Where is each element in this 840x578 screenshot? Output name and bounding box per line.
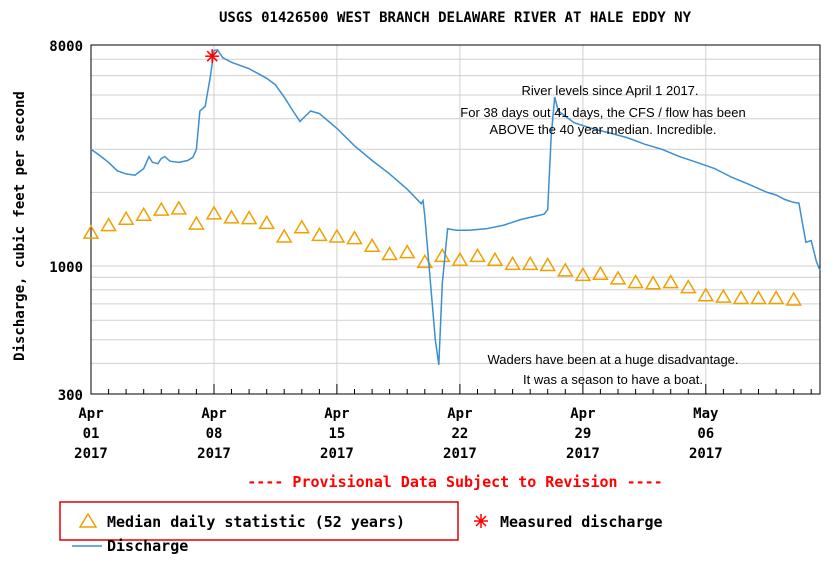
x-tick-label: Apr bbox=[447, 406, 472, 422]
x-tick-label: Apr bbox=[570, 406, 595, 422]
median-triangle bbox=[752, 292, 766, 304]
discharge-chart: USGS 01426500 WEST BRANCH DELAWARE RIVER… bbox=[0, 0, 840, 578]
x-tick-label: 06 bbox=[697, 426, 714, 442]
y-tick-label-bottom: 300 bbox=[58, 388, 83, 404]
legend: Median daily statistic (52 years) Measur… bbox=[60, 502, 663, 555]
median-triangle bbox=[769, 292, 783, 304]
median-triangle bbox=[348, 232, 362, 244]
median-triangle bbox=[260, 216, 274, 228]
legend-asterisk-icon bbox=[474, 514, 488, 528]
median-triangle bbox=[383, 248, 397, 260]
median-triangle bbox=[506, 257, 520, 269]
x-tick-label: 2017 bbox=[320, 446, 354, 462]
x-tick-label: May bbox=[693, 406, 719, 422]
median-triangle bbox=[541, 259, 555, 271]
annotation-line-1: River levels since April 1 2017. bbox=[521, 83, 698, 98]
median-triangle bbox=[716, 290, 730, 302]
median-triangle bbox=[312, 228, 326, 240]
median-triangle bbox=[242, 212, 256, 224]
grid bbox=[91, 45, 820, 394]
median-triangle bbox=[681, 281, 695, 293]
x-tick-label: 2017 bbox=[443, 446, 477, 462]
annotation-line-5: It was a season to have a boat. bbox=[523, 372, 703, 387]
provisional-notice: ---- Provisional Data Subject to Revisio… bbox=[247, 473, 662, 491]
x-tick-labels: Apr 01 2017 Apr 08 2017 Apr 15 2017 Apr 22 2017 Apr 2… bbox=[74, 406, 723, 462]
median-triangle bbox=[523, 257, 537, 269]
x-tick-label: 01 bbox=[83, 426, 100, 442]
x-tick-label: 22 bbox=[451, 426, 468, 442]
median-triangle bbox=[365, 239, 379, 251]
measured-discharge-series bbox=[205, 49, 219, 63]
median-triangle bbox=[787, 293, 801, 305]
median-triangle bbox=[295, 221, 309, 233]
x-tick-label: Apr bbox=[324, 406, 349, 422]
x-tick-label: 15 bbox=[328, 426, 345, 442]
median-triangle bbox=[137, 208, 151, 220]
x-tick-label: 2017 bbox=[197, 446, 231, 462]
legend-triangle-icon bbox=[80, 514, 96, 527]
legend-median-label: Median daily statistic (52 years) bbox=[107, 513, 405, 531]
median-triangle bbox=[119, 212, 133, 224]
annotation-line-4: Waders have been at a huge disadvantage. bbox=[487, 352, 738, 367]
measured-point bbox=[205, 49, 219, 63]
x-tick-label: 2017 bbox=[566, 446, 600, 462]
x-tick-label: 2017 bbox=[689, 446, 723, 462]
median-triangle bbox=[154, 203, 168, 215]
discharge-line bbox=[91, 50, 820, 365]
median-triangle bbox=[734, 292, 748, 304]
y-tick-label-mid: 1000 bbox=[49, 260, 83, 276]
annotation-line-3: ABOVE the 40 year median. Incredible. bbox=[490, 122, 717, 137]
x-tick-label: 2017 bbox=[74, 446, 108, 462]
median-triangle bbox=[400, 246, 414, 258]
x-tick-label: 08 bbox=[206, 426, 223, 442]
median-triangle bbox=[225, 211, 239, 223]
x-tick-label: 29 bbox=[574, 426, 591, 442]
median-triangle bbox=[471, 249, 485, 261]
median-triangle bbox=[102, 219, 116, 231]
median-triangle bbox=[646, 277, 660, 289]
x-tick-label: Apr bbox=[78, 406, 103, 422]
median-triangle bbox=[189, 217, 203, 229]
legend-discharge-label: Discharge bbox=[107, 537, 188, 555]
median-triangle bbox=[488, 253, 502, 265]
y-tick-label-top: 8000 bbox=[49, 39, 83, 55]
median-triangle bbox=[435, 249, 449, 261]
y-axis-label: Discharge, cubic feet per second bbox=[12, 91, 28, 361]
median-triangle bbox=[277, 230, 291, 242]
chart-title: USGS 01426500 WEST BRANCH DELAWARE RIVER… bbox=[219, 10, 692, 26]
x-tick-label: Apr bbox=[201, 406, 226, 422]
median-triangle bbox=[611, 272, 625, 284]
legend-measured-label: Measured discharge bbox=[500, 513, 663, 531]
median-triangle bbox=[172, 202, 186, 214]
annotation-line-2: For 38 days out 41 days, the CFS / flow … bbox=[460, 105, 745, 120]
plot-frame bbox=[91, 45, 820, 394]
